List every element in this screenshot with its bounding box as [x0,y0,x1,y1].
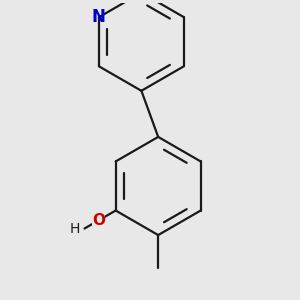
Text: N: N [92,8,106,26]
Text: O: O [92,213,105,228]
Text: H: H [70,221,80,236]
